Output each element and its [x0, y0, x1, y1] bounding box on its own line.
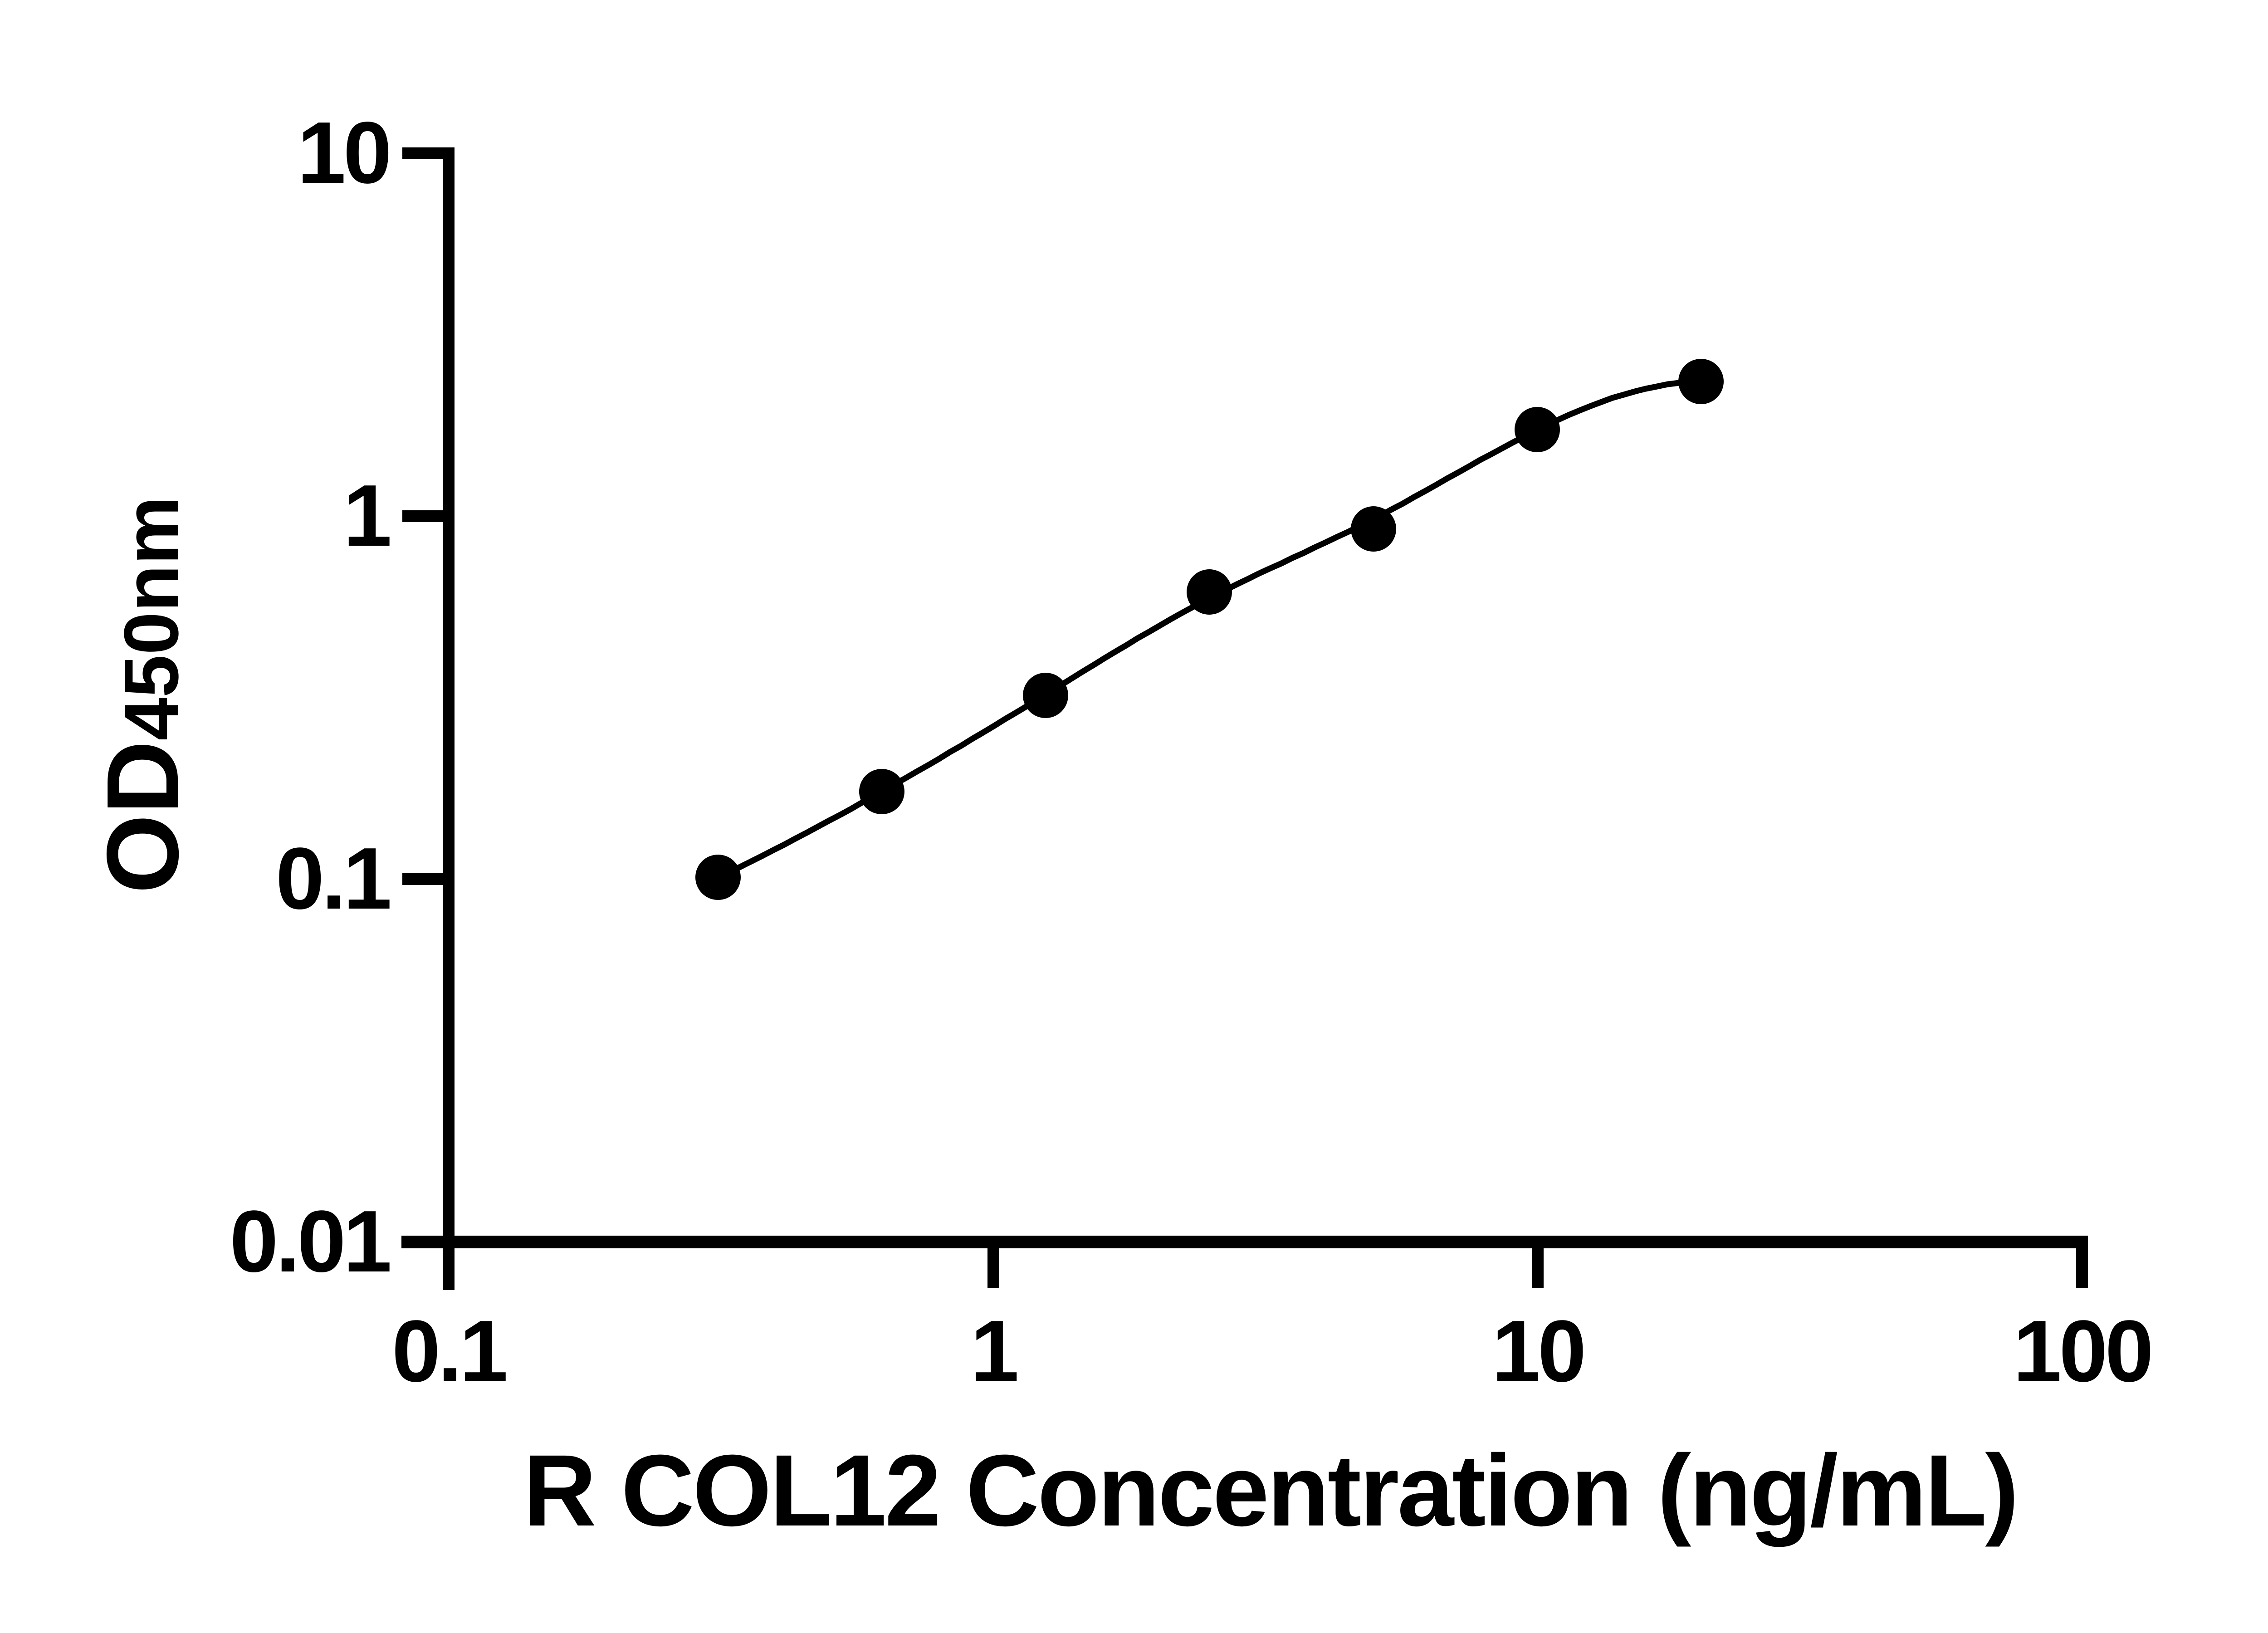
- svg-text:0.01: 0.01: [230, 1192, 389, 1290]
- svg-text:100: 100: [2013, 1302, 2151, 1400]
- svg-text:1: 1: [970, 1302, 1017, 1400]
- svg-text:OD450nm: OD450nm: [85, 496, 200, 894]
- svg-text:1: 1: [343, 466, 390, 564]
- svg-text:10: 10: [297, 103, 389, 201]
- svg-text:10: 10: [1492, 1302, 1584, 1400]
- svg-text:0.1: 0.1: [276, 829, 390, 927]
- svg-text:R COL12 Concentration (ng/mL): R COL12 Concentration (ng/mL): [523, 1434, 2017, 1547]
- svg-text:0.1: 0.1: [392, 1302, 506, 1400]
